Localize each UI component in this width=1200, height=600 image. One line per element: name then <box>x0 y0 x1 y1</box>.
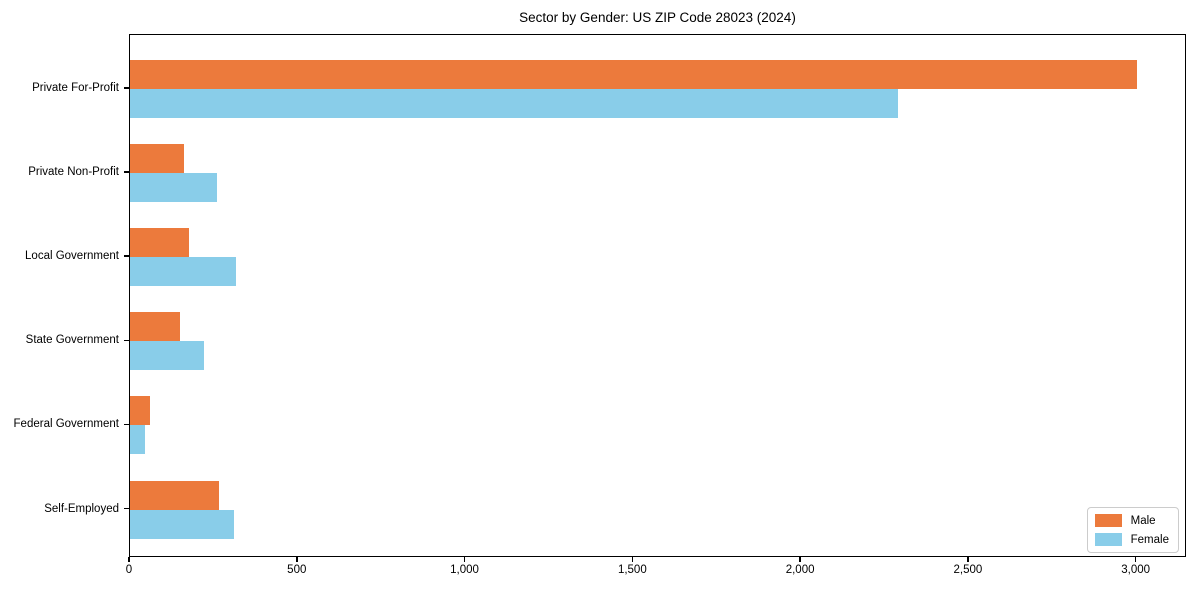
y-tick-label-self-employed: Self-Employed <box>44 502 119 515</box>
x-tick-mark-2,000 <box>799 557 801 562</box>
x-tick-label-0: 0 <box>125 564 133 576</box>
x-tick-mark-500 <box>296 557 298 562</box>
bar-male-local-government <box>130 228 189 258</box>
legend-swatch-female <box>1094 533 1122 546</box>
bar-female-state-government <box>130 341 204 371</box>
x-tick-label-1,000: 1,000 <box>450 564 479 576</box>
bar-female-federal-government <box>130 425 146 455</box>
y-tick-mark-federal-government <box>124 423 129 426</box>
legend-label-female: Female <box>1130 533 1169 546</box>
legend-row-male: Male <box>1094 514 1169 527</box>
bar-female-self-employed <box>130 509 235 539</box>
bar-male-federal-government <box>130 396 151 426</box>
bar-female-private-non-profit <box>130 173 218 203</box>
x-tick-mark-2,500 <box>967 557 969 562</box>
y-tick-label-federal-government: Federal Government <box>13 418 119 431</box>
plot-area: Male Female <box>129 34 1186 557</box>
y-tick-label-private-non-profit: Private Non-Profit <box>28 166 119 179</box>
y-tick-label-local-government: Local Government <box>25 250 119 263</box>
x-tick-label-1,500: 1,500 <box>617 564 647 576</box>
x-tick-label-2,500: 2,500 <box>953 564 983 576</box>
bar-male-private-for-profit <box>130 60 1137 89</box>
x-tick-mark-1,000 <box>463 557 466 562</box>
x-tick-label-500: 500 <box>287 564 307 576</box>
legend-row-female: Female <box>1094 533 1169 546</box>
x-tick-mark-3,000 <box>1134 557 1137 562</box>
bar-male-private-non-profit <box>130 144 184 174</box>
bar-female-local-government <box>130 257 236 287</box>
y-tick-mark-state-government <box>124 339 129 342</box>
y-tick-mark-local-government <box>124 255 129 257</box>
x-tick-label-2,000: 2,000 <box>785 564 815 576</box>
bar-female-private-for-profit <box>130 89 899 118</box>
y-tick-label-private-for-profit: Private For-Profit <box>32 82 119 94</box>
x-tick-mark-0 <box>128 557 130 562</box>
x-tick-mark-1,500 <box>631 557 634 562</box>
y-tick-mark-self-employed <box>124 507 129 510</box>
legend-label-male: Male <box>1130 514 1156 527</box>
bar-male-self-employed <box>130 480 219 510</box>
y-tick-mark-private-for-profit <box>124 87 129 89</box>
y-tick-mark-private-non-profit <box>124 171 129 173</box>
x-tick-label-3,000: 3,000 <box>1121 564 1151 576</box>
legend-swatch-male <box>1094 514 1122 527</box>
legend: Male Female <box>1086 507 1179 553</box>
chart-title: Sector by Gender: US ZIP Code 28023 (202… <box>519 10 796 25</box>
y-tick-label-state-government: State Government <box>25 334 119 347</box>
bar-male-state-government <box>130 312 181 342</box>
